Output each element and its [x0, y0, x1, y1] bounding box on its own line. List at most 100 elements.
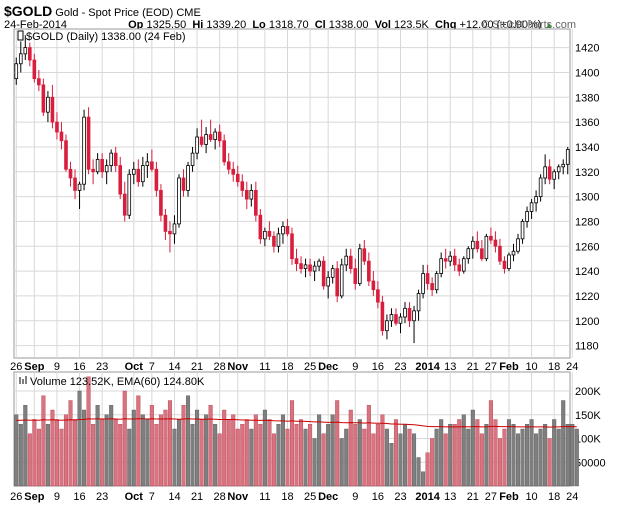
candle-body	[466, 248, 471, 260]
volume-bar	[190, 424, 195, 487]
price-x-tick-label: 2014	[415, 361, 440, 373]
volume-tick-label: 50000	[575, 457, 606, 469]
candle	[358, 243, 362, 286]
price-x-tick-label: 10	[525, 361, 537, 373]
volume-bar	[181, 405, 186, 487]
volume-bar	[32, 419, 37, 487]
volume-bar	[339, 438, 344, 487]
volume-bar	[457, 419, 462, 487]
candle-body	[493, 239, 498, 247]
volume-bar	[525, 424, 530, 487]
volume-bar	[335, 400, 340, 487]
candle-body	[231, 168, 236, 175]
candle	[181, 169, 186, 197]
high-label: Hi	[192, 19, 204, 31]
volume-bar	[565, 424, 570, 487]
volume-x-tick-label: 2014	[415, 491, 440, 503]
volume-bar	[213, 424, 218, 487]
volume-bar	[416, 457, 421, 487]
candle	[534, 190, 538, 212]
candle-body	[507, 254, 511, 270]
volume-bar	[484, 424, 489, 487]
candle-body	[344, 255, 349, 266]
price-tick-label: 1280	[575, 216, 599, 228]
volume-bar	[285, 428, 290, 487]
candle	[186, 161, 190, 197]
volume-x-tick-label: 24	[566, 491, 578, 503]
volume-bar	[475, 419, 480, 487]
candle-body	[457, 264, 462, 272]
volume-bar	[145, 419, 150, 487]
volume-x-tick-label: 16	[372, 491, 384, 503]
volume-bar	[570, 424, 575, 487]
candle-body	[321, 260, 326, 287]
candle-body	[145, 161, 150, 166]
volume-bars	[14, 376, 579, 487]
candle-body	[68, 168, 73, 179]
candle	[452, 248, 457, 272]
candle	[502, 256, 507, 274]
volume-bar	[127, 428, 132, 487]
candle-body	[272, 235, 276, 247]
candle-body	[163, 214, 168, 232]
volume-bar	[407, 428, 412, 487]
candle-body	[398, 316, 403, 324]
candle-body	[380, 301, 385, 332]
candle	[308, 258, 312, 277]
candle-body	[308, 264, 312, 272]
volume-bar	[470, 409, 475, 487]
candle	[28, 42, 32, 67]
volume-bar	[502, 428, 507, 487]
price-tick-label: 1340	[575, 142, 599, 154]
candle-body	[154, 168, 159, 191]
candle	[385, 314, 389, 340]
candle-body	[118, 165, 123, 195]
price-tick-label: 1300	[575, 192, 599, 204]
candle-body	[565, 149, 570, 165]
candle	[217, 124, 222, 147]
volume-x-tick-label: Feb	[499, 491, 519, 503]
candle-body	[489, 235, 493, 241]
volume-bar	[556, 428, 561, 487]
volume-bar	[82, 409, 87, 487]
candle-body	[552, 171, 556, 180]
low-value: 1318.70	[268, 19, 309, 31]
volume-bar	[77, 390, 82, 487]
candle	[276, 227, 281, 253]
candle-body	[168, 230, 172, 235]
candle-body	[358, 248, 362, 284]
candle	[321, 256, 326, 290]
volume-x-tick-label: Sep	[24, 491, 44, 503]
candle	[520, 218, 525, 244]
volume-bar	[403, 424, 408, 487]
volume-x-tick-label: 9	[54, 491, 60, 503]
candle	[46, 91, 50, 123]
candle-body	[59, 131, 64, 142]
volume-x-axis: 26 Sep 9 16 23 Oct 7 14 21 28 Nov 11 18 25 Dec 9 16 23 201…	[10, 491, 578, 503]
candle-body	[77, 183, 82, 191]
volume-bar	[479, 433, 484, 487]
volume-x-tick-label: Dec	[318, 491, 338, 503]
candle-body	[240, 181, 245, 191]
candle-body	[28, 47, 32, 61]
candle	[317, 258, 321, 272]
candle	[163, 209, 168, 241]
candle-body	[376, 289, 380, 303]
volume-bar	[574, 428, 579, 487]
candle-body	[511, 250, 516, 256]
volume-bar	[86, 376, 91, 487]
high-value: 1339.20	[206, 19, 247, 31]
volume-bar	[140, 414, 145, 487]
price-legend: $GOLD (Daily) 1338.00 (24 Feb)	[17, 30, 186, 43]
candle-body	[367, 260, 371, 282]
candle-body	[394, 314, 398, 324]
volume-bar	[176, 419, 182, 487]
candle-body	[190, 152, 195, 166]
price-x-tick-label: Nov	[227, 361, 249, 373]
price-x-tick-label: 13	[444, 361, 456, 373]
price-x-axis: 26 Sep 9 16 23 Oct 7 14 21 28 Nov 11 18 25 Dec 9 16 23 201…	[10, 361, 578, 373]
volume-bar	[149, 405, 154, 487]
candle-body	[290, 233, 294, 260]
candle	[150, 149, 154, 172]
candle-body	[385, 320, 389, 332]
